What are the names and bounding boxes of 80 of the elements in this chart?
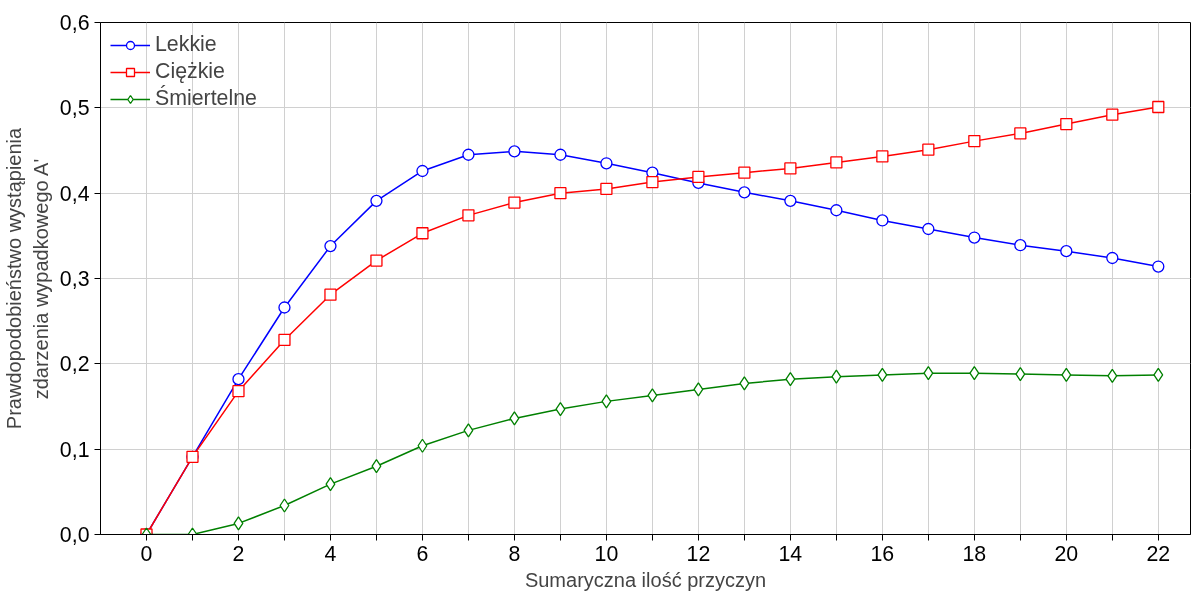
point bbox=[509, 411, 520, 426]
x-tick-label: 10 bbox=[594, 541, 619, 566]
y-tick-label: 0,4 bbox=[59, 181, 90, 206]
y-tick-label: 0,6 bbox=[59, 11, 90, 35]
y-tick-label: 0,1 bbox=[59, 437, 90, 462]
point bbox=[922, 143, 935, 156]
point bbox=[278, 301, 291, 314]
y-tick-label: 0,2 bbox=[59, 352, 90, 377]
point bbox=[876, 214, 889, 227]
point bbox=[968, 134, 981, 148]
x-tick-label: 22 bbox=[1146, 541, 1171, 566]
point bbox=[233, 516, 244, 531]
point bbox=[969, 366, 980, 381]
point bbox=[968, 231, 981, 244]
point bbox=[600, 182, 613, 196]
x-tick-label: 20 bbox=[1054, 541, 1079, 566]
point bbox=[923, 366, 934, 381]
point bbox=[1106, 108, 1119, 121]
point bbox=[738, 186, 751, 199]
point bbox=[739, 376, 750, 391]
point bbox=[1014, 239, 1027, 252]
legend-label: Śmiertelne bbox=[155, 86, 257, 111]
point bbox=[508, 145, 521, 158]
point bbox=[830, 156, 843, 169]
x-axis-title: Sumaryczna ilość przyczyn bbox=[524, 568, 767, 591]
point bbox=[416, 227, 429, 240]
point bbox=[278, 333, 291, 347]
y-axis-title: Prawdopodobieństwo wystąpienia zdarzenia wypadkowego A' bbox=[3, 126, 52, 430]
point bbox=[417, 438, 428, 453]
point bbox=[1152, 100, 1165, 114]
point bbox=[325, 477, 336, 492]
point bbox=[416, 164, 429, 178]
point bbox=[785, 372, 796, 387]
x-tick-label: 18 bbox=[962, 541, 987, 566]
point bbox=[831, 369, 842, 384]
point bbox=[232, 384, 245, 398]
point bbox=[370, 194, 383, 207]
point bbox=[830, 204, 843, 217]
point bbox=[463, 423, 474, 438]
point bbox=[693, 382, 704, 397]
point bbox=[508, 196, 521, 209]
point bbox=[279, 498, 290, 513]
x-tick-label: 8 bbox=[508, 541, 521, 566]
point bbox=[371, 459, 382, 474]
point bbox=[462, 148, 475, 161]
point bbox=[646, 175, 659, 189]
point bbox=[1060, 117, 1073, 131]
y-tick-label: 0,5 bbox=[59, 96, 90, 121]
point bbox=[784, 194, 797, 207]
point bbox=[876, 150, 889, 163]
point bbox=[324, 288, 337, 301]
point bbox=[554, 148, 567, 161]
point bbox=[601, 394, 612, 409]
point bbox=[600, 157, 613, 170]
point bbox=[647, 388, 658, 403]
point bbox=[324, 239, 337, 253]
point bbox=[1060, 245, 1073, 258]
point bbox=[232, 373, 245, 386]
point bbox=[1106, 251, 1119, 265]
point bbox=[784, 162, 797, 175]
x-tick-label: 12 bbox=[686, 541, 711, 566]
x-tick-label: 4 bbox=[324, 541, 337, 566]
x-tick-label: 16 bbox=[870, 541, 895, 566]
point bbox=[462, 209, 475, 222]
x-tick-label: 14 bbox=[778, 541, 803, 566]
point bbox=[1152, 260, 1165, 273]
point bbox=[554, 187, 567, 200]
point bbox=[1014, 127, 1027, 140]
point bbox=[922, 222, 935, 236]
y-tick-label: 0,0 bbox=[59, 523, 90, 547]
x-tick-label: 2 bbox=[232, 541, 245, 566]
point bbox=[1107, 368, 1118, 383]
point bbox=[692, 170, 705, 184]
point bbox=[738, 166, 751, 179]
x-tick-label: 6 bbox=[416, 541, 429, 566]
x-tick-label: 0 bbox=[140, 541, 153, 566]
y-tick-label: 0,3 bbox=[59, 267, 90, 291]
legend-label: Ciężkie bbox=[155, 59, 225, 84]
point bbox=[370, 254, 383, 267]
legend-label: Lekkie bbox=[155, 32, 217, 57]
